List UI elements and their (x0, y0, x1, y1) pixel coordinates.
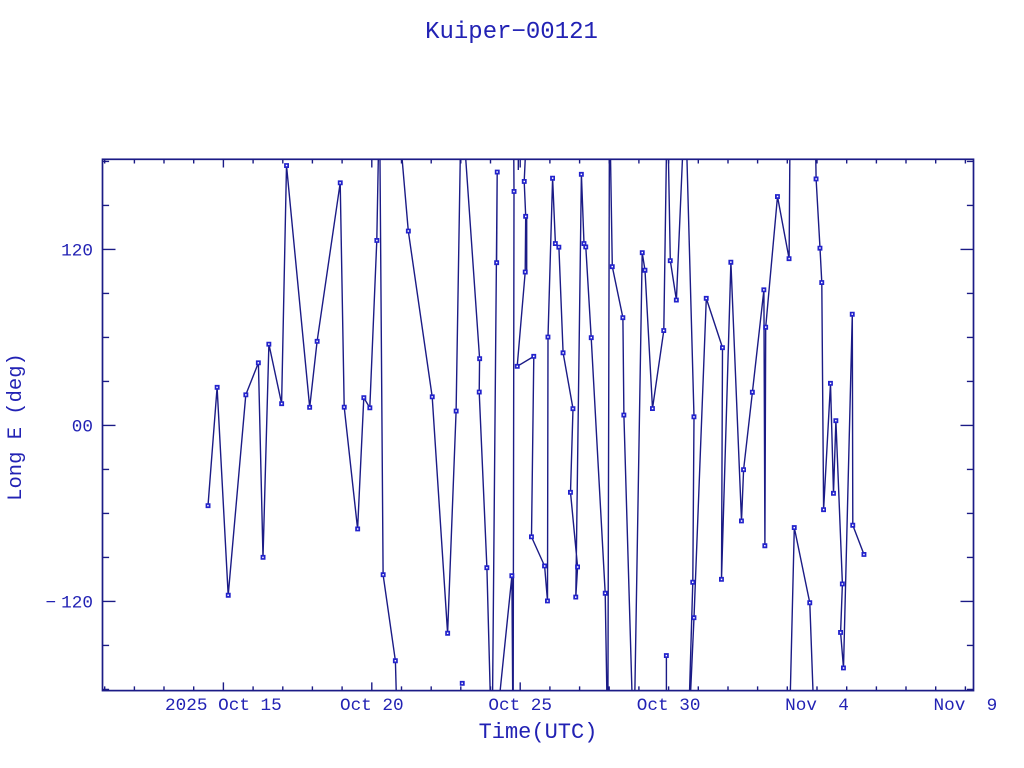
svg-text:120: 120 (61, 594, 93, 614)
svg-text:−: − (46, 594, 57, 614)
svg-text:Kuiper−00121: Kuiper−00121 (425, 19, 598, 46)
svg-text:Oct 30: Oct 30 (637, 696, 701, 716)
svg-text:Oct 20: Oct 20 (340, 696, 404, 716)
svg-text:120: 120 (61, 242, 93, 262)
svg-text:Nov 9: Nov 9 (934, 696, 998, 716)
svg-text:Long E (deg): Long E (deg) (5, 353, 28, 501)
svg-text:Time(UTC): Time(UTC) (479, 720, 598, 745)
svg-text:Nov 4: Nov 4 (785, 696, 849, 716)
svg-text:Oct 25: Oct 25 (488, 696, 552, 716)
svg-text:00: 00 (72, 418, 93, 438)
svg-text:2025 Oct 15: 2025 Oct 15 (165, 696, 282, 716)
